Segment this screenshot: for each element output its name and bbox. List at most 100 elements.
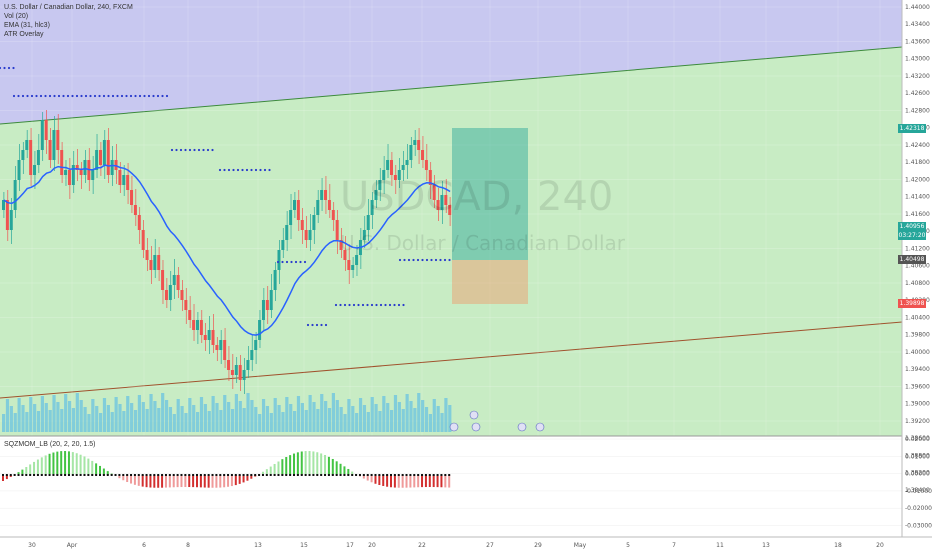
osc-bar (339, 463, 342, 475)
atr-dot (402, 303, 405, 307)
candle-body (254, 340, 258, 350)
volume-bars (2, 393, 452, 432)
osc-bar (164, 475, 167, 488)
osc-zero-dot (347, 474, 350, 476)
volume-bar (180, 406, 184, 432)
osc-zero-dot (351, 474, 354, 476)
osc-zero-dot (227, 474, 230, 476)
volume-bar (230, 409, 235, 432)
osc-bar (56, 451, 59, 475)
candle-body (56, 130, 60, 150)
atr-dot (26, 94, 29, 98)
atr-dot (285, 260, 289, 264)
legend-osc[interactable]: SQZMOM_LB (20, 2, 20, 1.5) (4, 441, 96, 448)
candle-body (118, 170, 122, 185)
economic-event-icon[interactable] (469, 410, 479, 420)
watermark-ticker: USDCAD, 240 (340, 174, 613, 220)
volume-bar (296, 396, 301, 432)
candle-body (304, 230, 308, 240)
atr-dot (66, 94, 70, 98)
candle-body (64, 170, 68, 175)
candle-body (211, 330, 215, 345)
osc-zero-dot (215, 474, 218, 476)
candle-body (99, 150, 102, 165)
volume-bar (246, 393, 250, 432)
candle-body (343, 250, 347, 260)
watermark-name: U.S. Dollar / Canadian Dollar (340, 231, 626, 255)
candle-body (29, 140, 33, 175)
candle-body (265, 300, 269, 310)
osc-zero-dot (308, 474, 311, 476)
candle-body (273, 270, 277, 290)
price-tick-label: 1.38200 (905, 470, 930, 477)
volume-bar (79, 400, 83, 432)
atr-dot (170, 148, 174, 152)
candle-body (300, 220, 304, 230)
volume-bar (5, 399, 10, 432)
osc-bar (351, 471, 354, 475)
osc-zero-dot (5, 474, 8, 476)
osc-zero-dot (145, 474, 148, 476)
volume-bar (261, 399, 266, 432)
time-tick-label: 22 (418, 542, 426, 549)
atr-dot (306, 323, 310, 327)
price-tick-label: 1.43200 (905, 73, 930, 80)
tag-current-price: 1.40956 (898, 222, 926, 231)
candle-body (180, 290, 184, 300)
atr-dot (343, 303, 347, 307)
legend-atr[interactable]: ATR Overlay (4, 31, 44, 38)
osc-bar (153, 475, 156, 488)
atr-dot (89, 94, 92, 98)
osc-zero-dot (428, 474, 431, 476)
volume-bar (331, 393, 335, 432)
volume-bar (168, 407, 173, 432)
osc-bar (29, 464, 32, 475)
candle-body (409, 145, 413, 160)
atr-dot (434, 258, 438, 262)
legend-vol[interactable]: Vol (20) (4, 13, 29, 20)
economic-event-icon[interactable] (449, 422, 459, 432)
osc-zero-dot (409, 474, 412, 476)
candle-body (60, 150, 64, 175)
volume-bar (320, 394, 324, 432)
economic-event-icon[interactable] (535, 422, 545, 432)
osc-zero-dot (2, 474, 4, 476)
volume-bar (304, 410, 308, 432)
candle-body (215, 345, 219, 350)
candle-body (320, 190, 324, 200)
osc-bar (331, 458, 334, 475)
osc-bar (405, 475, 408, 488)
price-tick-label: 1.38400 (905, 487, 930, 494)
economic-event-icon[interactable] (471, 422, 481, 432)
atr-dot (268, 168, 271, 172)
osc-bar (75, 453, 78, 475)
candle-body (261, 300, 265, 320)
osc-zero-dot (87, 474, 90, 476)
osc-zero-dot (36, 474, 39, 476)
atr-dot (156, 94, 160, 98)
candle-body (405, 160, 409, 165)
atr-dot (290, 260, 293, 264)
osc-bar (265, 469, 268, 475)
volume-bar (254, 407, 258, 432)
osc-zero-dot (273, 474, 276, 476)
osc-zero-dot (386, 474, 389, 476)
osc-bar (393, 475, 396, 488)
osc-zero-dot (184, 474, 187, 476)
candle-body (196, 320, 199, 330)
osc-zero-dot (378, 474, 381, 476)
economic-event-icon[interactable] (517, 422, 527, 432)
atr-dot (320, 323, 323, 327)
osc-zero-dot (258, 474, 261, 476)
volume-bar (33, 404, 37, 432)
osc-bar (390, 475, 392, 488)
atr-dot (259, 168, 262, 172)
candle-body (448, 205, 452, 215)
candle-body (141, 230, 145, 250)
legend-symbol[interactable]: U.S. Dollar / Canadian Dollar, 240, FXCM (4, 4, 133, 11)
osc-zero-dot (343, 474, 346, 476)
atr-dot (98, 94, 101, 98)
osc-bar (188, 475, 191, 488)
legend-ema[interactable]: EMA (31, hlc3) (4, 22, 50, 29)
